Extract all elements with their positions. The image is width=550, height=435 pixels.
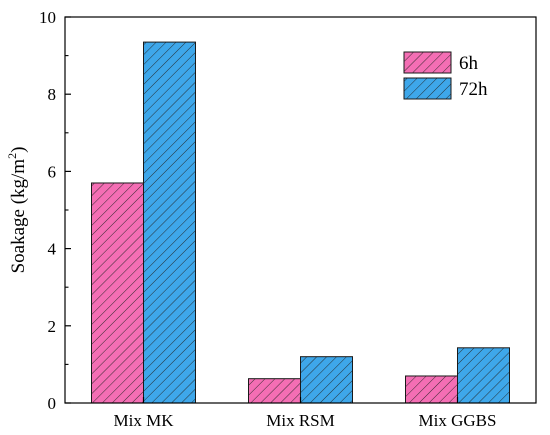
- x-category-label: Mix GGBS: [419, 411, 497, 430]
- bar-hatch: [248, 378, 301, 404]
- y-axis-title-main: Soakage (kg/m: [8, 159, 29, 274]
- bar-6h-mix-ggbs: [405, 375, 458, 404]
- legend-item-6h: 6h: [403, 51, 479, 74]
- legend-swatch-hatch: [403, 77, 452, 100]
- bar-6h-mix-mk: [91, 182, 144, 404]
- y-tick-label: 2: [48, 317, 57, 336]
- x-category-label: Mix MK: [114, 411, 175, 430]
- y-tick-label: 6: [48, 162, 57, 181]
- y-axis-title-sup: 2: [5, 153, 19, 159]
- ticks-layer: [65, 16, 459, 404]
- legend-swatch-hatch: [403, 51, 452, 74]
- bar-hatch: [405, 375, 458, 404]
- y-tick-label: 0: [48, 394, 57, 413]
- bar-hatch: [457, 347, 510, 404]
- y-axis-title-suffix: ): [8, 147, 29, 153]
- bar-hatch: [143, 41, 196, 404]
- x-category-label: Mix RSM: [266, 411, 335, 430]
- legend-item-72h: 72h: [403, 77, 488, 100]
- y-tick-label: 4: [48, 240, 57, 259]
- bar-hatch: [91, 182, 144, 404]
- legend-label: 6h: [459, 53, 479, 74]
- bar-hatch: [300, 356, 353, 404]
- bars-layer: [91, 41, 510, 404]
- legend-label: 72h: [459, 79, 488, 100]
- y-tick-label: 8: [48, 85, 57, 104]
- category-labels: Mix MK Mix RSM Mix GGBS: [114, 411, 497, 430]
- y-axis-title: Soakage (kg/m2): [5, 147, 29, 274]
- bar-72h-mix-mk: [143, 41, 196, 404]
- y-tick-labels: 0 2 4 6 8 10: [39, 8, 57, 413]
- bar-6h-mix-rsm: [248, 378, 301, 404]
- bar-72h-mix-rsm: [300, 356, 353, 404]
- y-tick-label: 10: [39, 8, 56, 27]
- bar-72h-mix-ggbs: [457, 347, 510, 404]
